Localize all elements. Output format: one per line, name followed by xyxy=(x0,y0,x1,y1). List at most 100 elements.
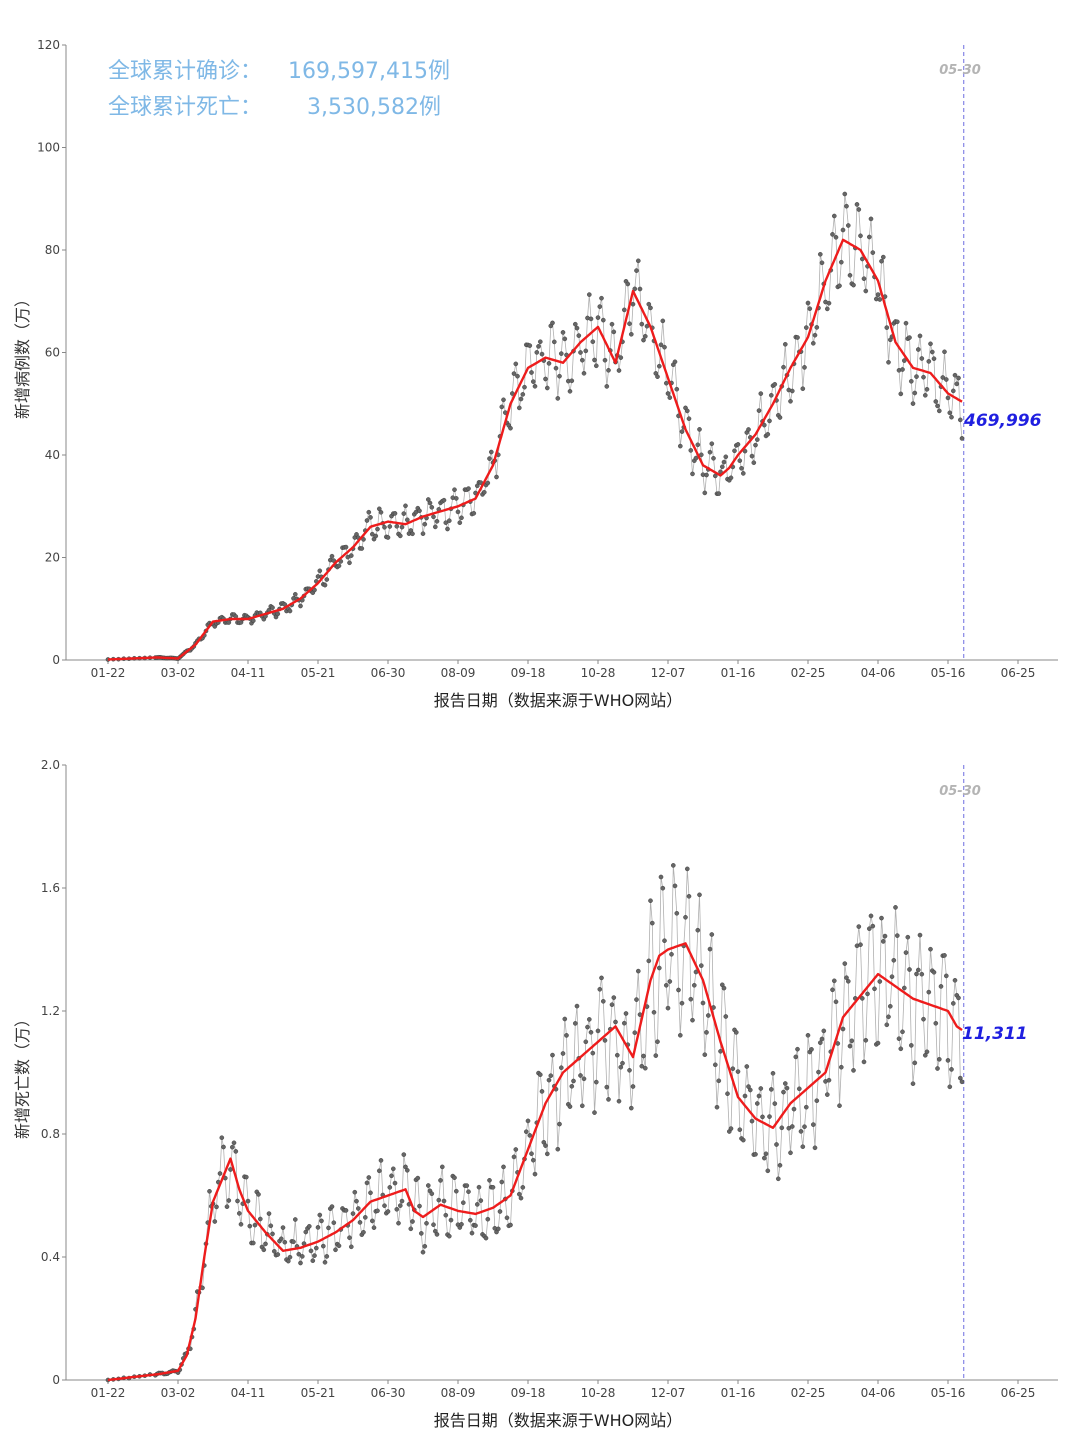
deaths-daily-point xyxy=(861,1059,867,1065)
cases-daily-point xyxy=(578,350,583,355)
cases-daily-point xyxy=(657,363,662,369)
cases-daily-point xyxy=(401,511,407,516)
deaths-daily-point xyxy=(382,1203,387,1208)
cases-daily-point xyxy=(879,258,884,264)
deaths-daily-point xyxy=(299,1254,305,1259)
cases-daily-point xyxy=(672,359,678,365)
deaths-daily-point xyxy=(753,1152,758,1157)
cases-daily-point xyxy=(917,333,923,339)
deaths-daily-point xyxy=(688,996,694,1002)
deaths-daily-point xyxy=(947,1084,953,1090)
deaths-daily-point xyxy=(396,1220,401,1226)
cases-daily-point xyxy=(954,381,960,387)
deaths-daily-point xyxy=(662,938,667,944)
cases-daily-point xyxy=(783,341,788,347)
deaths-plot-body: 0 0.4 0.8 1.2 1.6 2.0 01-22 03-02 04-11 05-21 06-3… xyxy=(41,758,1058,1400)
deaths-daily-point xyxy=(425,1183,431,1188)
deaths-daily-point xyxy=(448,1217,454,1223)
deaths-daily-point xyxy=(319,1218,324,1224)
deaths-x-tick-label: 02-25 xyxy=(791,1386,826,1400)
deaths-daily-point xyxy=(261,1247,267,1253)
cases-daily-point xyxy=(347,560,352,566)
deaths-daily-point xyxy=(306,1224,312,1229)
deaths-daily-point xyxy=(508,1222,513,1228)
deaths-daily-point xyxy=(431,1222,436,1227)
deaths-daily-point xyxy=(706,1013,711,1018)
cases-daily-point xyxy=(930,349,935,355)
deaths-daily-point xyxy=(467,1217,473,1223)
deaths-daily-point xyxy=(478,1198,484,1203)
deaths-daily-point xyxy=(646,958,652,964)
deaths-daily-point xyxy=(292,1217,298,1222)
cases-daily-point xyxy=(359,546,365,551)
cases-daily-point xyxy=(518,396,524,402)
deaths-daily-point xyxy=(837,1103,842,1108)
cases-daily-point xyxy=(641,337,646,343)
deaths-daily-point xyxy=(410,1219,415,1224)
cases-daily-point xyxy=(900,367,905,372)
cases-daily-point xyxy=(452,487,457,493)
deaths-daily-point xyxy=(420,1249,426,1255)
cases-y-tick-label: 120 xyxy=(37,38,60,52)
cases-daily-point xyxy=(928,341,933,347)
deaths-daily-point xyxy=(466,1189,471,1194)
cases-daily-point xyxy=(781,364,786,370)
cases-daily-point xyxy=(453,496,459,501)
deaths-daily-point xyxy=(959,1079,965,1085)
deaths-daily-point xyxy=(818,1040,823,1045)
deaths-daily-point xyxy=(446,1233,452,1239)
deaths-daily-point xyxy=(692,983,697,988)
deaths-daily-point xyxy=(460,1200,466,1205)
deaths-daily-point xyxy=(443,1212,449,1218)
deaths-daily-point xyxy=(678,1033,683,1038)
cases-daily-point xyxy=(753,442,758,448)
deaths-daily-point xyxy=(770,1071,776,1076)
cases-daily-point xyxy=(385,535,391,540)
deaths-daily-point xyxy=(669,952,674,957)
deaths-daily-point xyxy=(511,1154,517,1160)
deaths-daily-point xyxy=(324,1254,330,1259)
deaths-daily-point xyxy=(734,1030,739,1035)
deaths-daily-point xyxy=(671,863,676,868)
cases-x-tick-label: 08-09 xyxy=(441,666,476,680)
deaths-daily-point xyxy=(749,1118,755,1124)
cases-daily-point xyxy=(539,351,545,357)
deaths-daily-point xyxy=(546,1077,552,1083)
deaths-daily-point xyxy=(601,999,606,1004)
deaths-x-axis-label: 报告日期（数据来源于WHO网站） xyxy=(434,1411,682,1430)
deaths-daily-point xyxy=(737,1127,743,1132)
deaths-daily-point xyxy=(630,1084,636,1089)
deaths-daily-point xyxy=(422,1244,428,1249)
deaths-daily-point xyxy=(919,971,925,977)
cases-daily-point xyxy=(940,375,946,380)
deaths-daily-point xyxy=(282,1239,288,1245)
cases-daily-point xyxy=(348,553,354,558)
cases-daily-point xyxy=(373,533,379,539)
cases-daily-point xyxy=(555,396,561,401)
cases-daily-point xyxy=(629,331,634,337)
deaths-daily-point xyxy=(793,1054,799,1060)
deaths-daily-point xyxy=(623,1011,629,1016)
cases-daily-point xyxy=(711,455,716,461)
deaths-daily-point xyxy=(888,1004,893,1009)
cases-daily-point xyxy=(567,388,573,394)
deaths-x-tick-label: 10-28 xyxy=(581,1386,616,1400)
cases-daily-point xyxy=(298,603,303,609)
cases-trend-line xyxy=(107,238,963,661)
cases-daily-point xyxy=(868,216,874,222)
cases-daily-point xyxy=(812,332,818,338)
cases-daily-point xyxy=(751,460,757,466)
deaths-daily-point xyxy=(285,1258,291,1264)
cases-daily-point xyxy=(459,515,464,521)
deaths-daily-point xyxy=(704,1030,709,1035)
deaths-daily-point xyxy=(767,1114,772,1119)
cases-daily-point xyxy=(686,416,692,422)
deaths-daily-point xyxy=(329,1204,335,1209)
deaths-daily-point xyxy=(839,1064,844,1070)
deaths-daily-point xyxy=(877,979,883,984)
deaths-daily-point xyxy=(567,1104,573,1109)
deaths-daily-point xyxy=(539,1089,545,1094)
deaths-daily-point xyxy=(394,1207,400,1212)
deaths-daily-point xyxy=(418,1231,424,1236)
cases-daily-point xyxy=(721,459,727,465)
